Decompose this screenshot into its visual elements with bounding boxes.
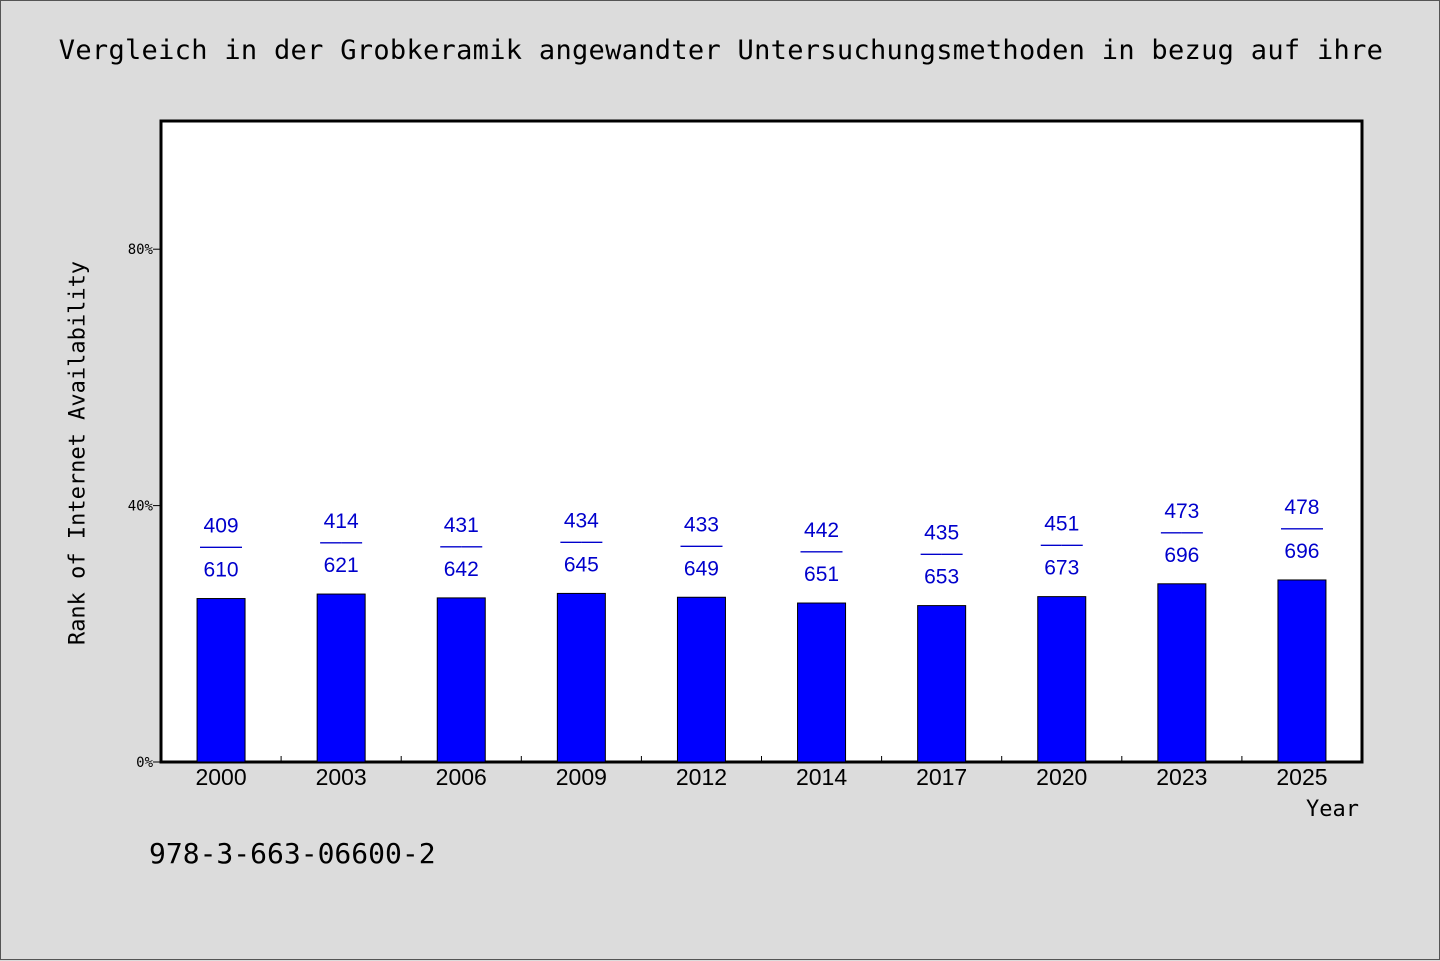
data-label-separator: —— — [1281, 516, 1323, 539]
bar — [196, 598, 246, 763]
data-label-separator: —— — [921, 542, 963, 565]
data-label-bottom: 696 — [1284, 540, 1319, 563]
x-tick-label: 2009 — [556, 764, 607, 790]
bar — [1157, 583, 1207, 763]
y-axis-title: Rank of Internet Availability — [65, 260, 91, 646]
x-tick-label: 2000 — [195, 764, 246, 790]
x-tick-label: 2025 — [1276, 764, 1327, 790]
bar — [1037, 596, 1087, 763]
bar — [316, 593, 366, 763]
data-label-bottom: 649 — [684, 557, 719, 580]
bar — [917, 605, 967, 763]
bar — [797, 602, 847, 763]
data-label-top: 478 — [1284, 496, 1319, 519]
data-label-top: 442 — [804, 519, 839, 542]
y-tick-label: 40% — [128, 499, 154, 515]
x-tick-label: 2006 — [436, 764, 487, 790]
data-label-bottom: 610 — [204, 559, 239, 582]
y-tick-label: 0% — [136, 755, 153, 771]
x-tick-label: 2017 — [916, 764, 967, 790]
data-label-bottom: 653 — [924, 566, 959, 589]
isbn-text: 978-3-663-06600-2 — [149, 837, 436, 870]
x-tick-label: 2003 — [316, 764, 367, 790]
y-tick-label: 80% — [128, 242, 154, 258]
x-tick-label: 2020 — [1036, 764, 1087, 790]
data-label-separator: —— — [320, 530, 362, 553]
x-tick-label: 2023 — [1156, 764, 1207, 790]
data-label-top: 473 — [1164, 500, 1199, 523]
bar — [1277, 579, 1327, 763]
data-label-separator: —— — [1041, 533, 1083, 556]
data-label-top: 434 — [564, 509, 599, 532]
data-label-separator: —— — [440, 534, 482, 557]
data-label-bottom: 673 — [1044, 557, 1079, 580]
data-label-separator: —— — [200, 535, 242, 558]
chart-title: Vergleich in der Grobkeramik angewandter… — [58, 35, 1384, 66]
data-label-top: 431 — [444, 514, 479, 537]
data-label-separator: —— — [560, 529, 602, 552]
x-tick-label: 2014 — [796, 764, 847, 790]
data-label-bottom: 696 — [1164, 544, 1199, 567]
data-label-separator: —— — [801, 539, 843, 562]
data-label-bottom: 642 — [444, 558, 479, 581]
bar — [676, 596, 726, 763]
data-label-top: 409 — [204, 515, 239, 538]
bar — [436, 597, 486, 763]
data-label-bottom: 621 — [324, 554, 359, 577]
bar — [556, 592, 606, 763]
data-label-top: 433 — [684, 513, 719, 536]
x-tick-label: 2012 — [676, 764, 727, 790]
data-label-separator: —— — [1161, 520, 1203, 543]
data-label-separator: —— — [680, 533, 722, 556]
data-label-bottom: 645 — [564, 553, 599, 576]
data-label-bottom: 651 — [804, 563, 839, 586]
data-label-top: 414 — [324, 510, 359, 533]
data-label-top: 451 — [1044, 513, 1079, 536]
x-axis-title: Year — [1306, 797, 1359, 822]
data-label-top: 435 — [924, 522, 959, 545]
